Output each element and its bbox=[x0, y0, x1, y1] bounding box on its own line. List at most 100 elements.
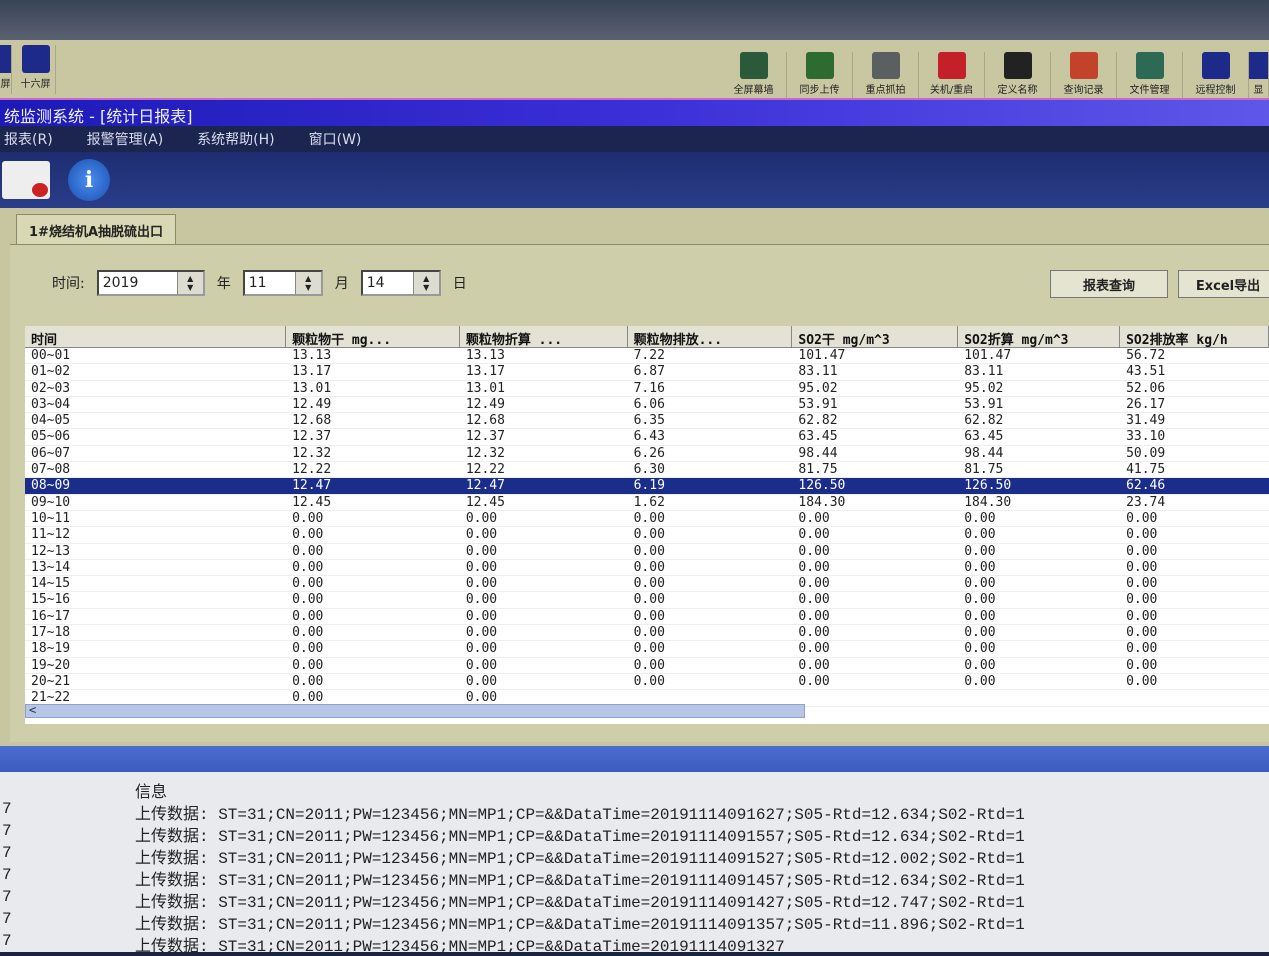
table-cell: 33.10 bbox=[1126, 429, 1166, 445]
scroll-left-icon[interactable]: < bbox=[29, 703, 37, 717]
table-cell: 0.00 bbox=[1126, 592, 1158, 608]
table-cell: 6.35 bbox=[633, 413, 665, 429]
column-header[interactable]: SO2折算 mg/m^3 bbox=[958, 326, 1121, 347]
toolbar-button-label: 关机/重启 bbox=[929, 85, 974, 96]
table-cell: 0.00 bbox=[465, 543, 498, 559]
menu-alarm[interactable]: 报警管理(A) bbox=[86, 132, 164, 148]
toolbar-icon bbox=[805, 52, 834, 79]
toolbar-icon bbox=[1003, 52, 1032, 79]
horizontal-scrollbar[interactable]: < bbox=[25, 703, 805, 718]
month-spinner[interactable]: 11 ▲ ▼ bbox=[242, 270, 323, 296]
table-cell: 81.75 bbox=[798, 462, 838, 478]
table-cell: 12.49 bbox=[465, 396, 505, 412]
screen-layout-icon bbox=[0, 45, 11, 73]
table-cell: 01~02 bbox=[31, 364, 71, 380]
column-header[interactable]: 颗粒物折算 ... bbox=[460, 326, 628, 347]
table-cell: 0.00 bbox=[465, 641, 498, 657]
table-cell: 0.00 bbox=[465, 608, 498, 624]
table-cell: 6.06 bbox=[633, 396, 665, 412]
date-selector: 时间: 2019 ▲ ▼ 年 11 ▲ ▼ 月 14 ▲ ▼ 日 bbox=[52, 270, 467, 296]
status-bar bbox=[0, 746, 1269, 772]
toolbar-button[interactable]: 十六屏 bbox=[16, 45, 56, 94]
table-cell: 12.47 bbox=[292, 478, 332, 494]
month-unit: 月 bbox=[334, 276, 349, 292]
table-row[interactable]: 19~20 0.00 0.00 0.00 0.00 0.00 0.00 bbox=[25, 658, 1269, 674]
excel-export-button[interactable]: Excel导出 bbox=[1178, 270, 1269, 298]
table-cell: 0.00 bbox=[964, 543, 996, 559]
table-row[interactable]: 16~17 0.00 0.00 0.00 0.00 0.00 0.00 bbox=[25, 608, 1269, 626]
toolbar-icon bbox=[937, 52, 966, 79]
table-cell: 53.91 bbox=[964, 396, 1004, 412]
table-row[interactable]: 17~18 0.00 0.00 0.00 0.00 0.00 0.00 bbox=[25, 625, 1269, 642]
table-cell: 101.47 bbox=[798, 348, 846, 363]
table-cell: 1.62 bbox=[633, 494, 665, 510]
table-row[interactable]: 01~02 13.17 13.17 6.87 83.11 83.11 43.51 bbox=[25, 364, 1269, 381]
menu-report[interactable]: 报表(R) bbox=[4, 132, 53, 148]
table-row[interactable]: 10~11 0.00 0.00 0.00 0.00 0.00 0.00 bbox=[25, 510, 1269, 528]
table-cell bbox=[958, 690, 1120, 705]
menu-help[interactable]: 系统帮助(H) bbox=[197, 132, 275, 148]
table-row[interactable]: 06~07 12.32 12.32 6.26 98.44 98.44 50.09 bbox=[25, 445, 1269, 463]
table-row[interactable]: 02~03 13.01 13.01 7.16 95.02 95.02 52.06 bbox=[25, 381, 1269, 397]
table-cell: 13.17 bbox=[465, 364, 505, 380]
spinner-arrows-icon[interactable]: ▲ ▼ bbox=[176, 272, 203, 294]
menu-window[interactable]: 窗口(W) bbox=[308, 132, 362, 148]
toolbar-icon bbox=[871, 52, 900, 79]
table-row[interactable]: 08~09 12.47 12.47 6.19 126.50 126.50 62.46 bbox=[25, 478, 1269, 495]
spinner-arrows-icon[interactable]: ▲ ▼ bbox=[294, 272, 321, 294]
table-cell: 13.01 bbox=[465, 380, 505, 396]
log-text: 上传数据: ST=31;CN=2011;PW=123456;MN=MP1;CP=… bbox=[135, 894, 1025, 912]
table-cell: 0.00 bbox=[465, 673, 498, 689]
toolbar-button[interactable]: 屏 bbox=[0, 45, 12, 94]
table-cell: 98.44 bbox=[964, 445, 1004, 461]
report-query-button[interactable]: 报表查询 bbox=[1050, 270, 1168, 298]
column-header[interactable]: SO2排放率 kg/h bbox=[1120, 326, 1269, 347]
table-row[interactable]: 14~15 0.00 0.00 0.00 0.00 0.00 0.00 bbox=[25, 576, 1269, 593]
toolbar-button[interactable]: 定义名称 bbox=[985, 52, 1051, 100]
table-row[interactable]: 12~13 0.00 0.00 0.00 0.00 0.00 0.00 bbox=[25, 544, 1269, 560]
table-cell: 0.00 bbox=[292, 510, 324, 526]
table-cell: 0.00 bbox=[1126, 559, 1158, 575]
year-spinner[interactable]: 2019 ▲ ▼ bbox=[96, 270, 205, 296]
table-cell: 56.72 bbox=[1126, 348, 1166, 363]
table-row[interactable]: 04~05 12.68 12.68 6.35 62.82 62.82 31.49 bbox=[25, 413, 1269, 430]
column-header[interactable]: 颗粒物排放... bbox=[628, 326, 793, 347]
toolbar-button[interactable]: 关机/重启 bbox=[919, 52, 985, 100]
table-cell: 0.00 bbox=[292, 641, 324, 657]
table-row[interactable]: 13~14 0.00 0.00 0.00 0.00 0.00 0.00 bbox=[25, 559, 1269, 577]
toolbar-button[interactable]: 同步上传 bbox=[787, 52, 853, 100]
table-cell: 0.00 bbox=[798, 641, 830, 657]
day-spinner[interactable]: 14 ▲ ▼ bbox=[360, 270, 441, 296]
toolbar-button[interactable]: 重点抓拍 bbox=[853, 52, 919, 100]
toolbar-button[interactable]: 查询记录 bbox=[1051, 52, 1117, 100]
table-row[interactable]: 15~16 0.00 0.00 0.00 0.00 0.00 0.00 bbox=[25, 592, 1269, 609]
table-cell: 06~07 bbox=[31, 445, 71, 461]
table-row[interactable]: 18~19 0.00 0.00 0.00 0.00 0.00 0.00 bbox=[25, 641, 1269, 658]
table-row[interactable]: 20~21 0.00 0.00 0.00 0.00 0.00 0.00 bbox=[25, 673, 1269, 691]
table-cell: 95.02 bbox=[964, 380, 1004, 396]
log-text: 上传数据: ST=31;CN=2011;PW=123456;MN=MP1;CP=… bbox=[135, 872, 1025, 890]
table-row[interactable]: 00~01 13.13 13.13 7.22 101.47 101.47 56.72 bbox=[25, 348, 1269, 365]
table-cell: 0.00 bbox=[964, 510, 996, 526]
column-header[interactable]: 颗粒物干 mg... bbox=[286, 326, 460, 347]
screen-layout-icon bbox=[21, 45, 50, 73]
table-row[interactable]: 05~06 12.37 12.37 6.43 63.45 63.45 33.10 bbox=[25, 429, 1269, 446]
table-row[interactable]: 11~12 0.00 0.00 0.00 0.00 0.00 0.00 bbox=[25, 527, 1269, 544]
column-header[interactable]: SO2干 mg/m^3 bbox=[792, 326, 959, 347]
table-cell: 0.00 bbox=[798, 625, 830, 641]
column-header[interactable]: 时间 bbox=[25, 326, 287, 347]
toolbar-button[interactable]: 显 bbox=[1249, 52, 1269, 100]
toolbar-button[interactable]: 远程控制 bbox=[1183, 52, 1249, 100]
table-row[interactable]: 03~04 12.49 12.49 6.06 53.91 53.91 26.17 bbox=[25, 396, 1269, 414]
toolbar-button[interactable]: 文件管理 bbox=[1117, 52, 1183, 100]
info-icon[interactable]: i bbox=[68, 159, 110, 201]
report-icon[interactable] bbox=[2, 161, 50, 199]
table-cell: 81.75 bbox=[964, 462, 1004, 478]
toolbar-button[interactable]: 全屏幕墙 bbox=[721, 52, 787, 100]
table-cell: 83.11 bbox=[964, 364, 1004, 380]
table-row[interactable]: 07~08 12.22 12.22 6.30 81.75 81.75 41.75 bbox=[25, 462, 1269, 479]
tab-station[interactable]: 1#烧结机A抽脱硫出口 bbox=[16, 214, 176, 244]
table-row[interactable]: 09~10 12.45 12.45 1.62 184.30 184.30 23.74 bbox=[25, 495, 1269, 511]
spinner-arrows-icon[interactable]: ▲ ▼ bbox=[412, 272, 439, 294]
month-value: 11 bbox=[248, 275, 267, 291]
